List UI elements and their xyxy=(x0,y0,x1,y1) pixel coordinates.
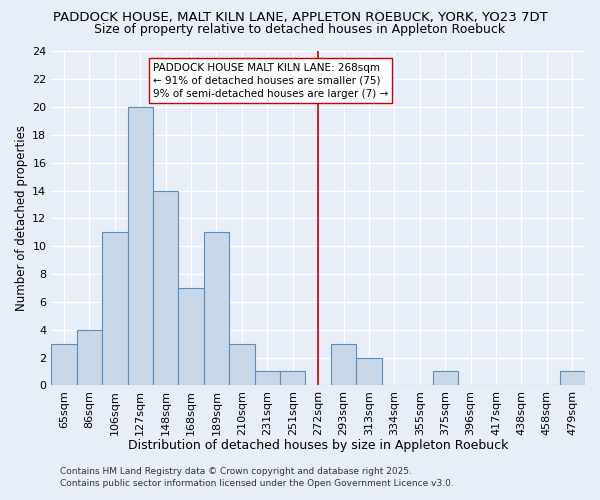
Bar xyxy=(77,330,102,386)
Text: Contains HM Land Registry data © Crown copyright and database right 2025.
Contai: Contains HM Land Registry data © Crown c… xyxy=(60,466,454,487)
Text: PADDOCK HOUSE, MALT KILN LANE, APPLETON ROEBUCK, YORK, YO23 7DT: PADDOCK HOUSE, MALT KILN LANE, APPLETON … xyxy=(53,11,547,24)
Bar xyxy=(229,344,254,386)
Bar xyxy=(254,372,280,386)
Bar xyxy=(153,190,178,386)
Bar xyxy=(433,372,458,386)
X-axis label: Distribution of detached houses by size in Appleton Roebuck: Distribution of detached houses by size … xyxy=(128,440,508,452)
Bar xyxy=(331,344,356,386)
Bar xyxy=(204,232,229,386)
Bar xyxy=(128,107,153,386)
Text: PADDOCK HOUSE MALT KILN LANE: 268sqm
← 91% of detached houses are smaller (75)
9: PADDOCK HOUSE MALT KILN LANE: 268sqm ← 9… xyxy=(153,62,388,99)
Bar xyxy=(280,372,305,386)
Bar xyxy=(356,358,382,386)
Bar xyxy=(178,288,204,386)
Y-axis label: Number of detached properties: Number of detached properties xyxy=(15,126,28,312)
Bar xyxy=(560,372,585,386)
Bar xyxy=(102,232,128,386)
Bar xyxy=(51,344,77,386)
Text: Size of property relative to detached houses in Appleton Roebuck: Size of property relative to detached ho… xyxy=(94,22,506,36)
